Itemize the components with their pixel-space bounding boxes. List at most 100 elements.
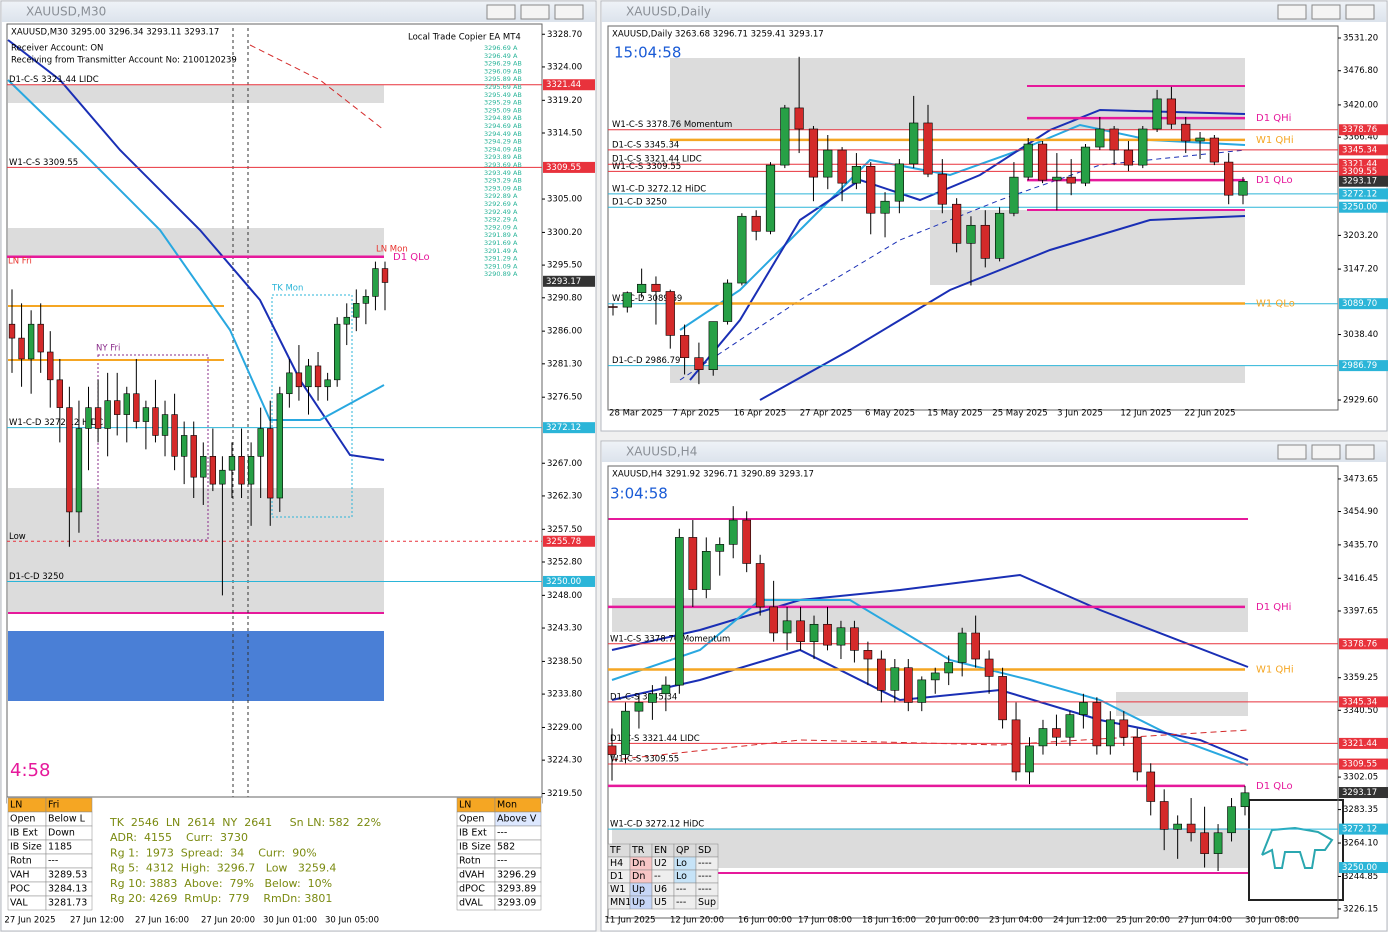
window-button[interactable]	[1345, 444, 1375, 460]
window-button[interactable]	[554, 4, 584, 20]
candle-body	[219, 469, 226, 485]
table-text: Up	[632, 884, 645, 895]
candle-body	[334, 323, 341, 381]
table-text: 3293.09	[497, 898, 536, 909]
y-tick-label: 3473.65	[1343, 474, 1378, 484]
x-tick-label: 27 Apr 2025	[800, 409, 853, 419]
y-tick-label: 2929.60	[1343, 396, 1378, 406]
candle-body	[651, 283, 661, 292]
tick-log: 3293.89 AB	[484, 153, 522, 161]
candle-body	[94, 407, 102, 429]
level-label: D1-C-S 3345.34	[610, 692, 677, 702]
session-label: LN Fri	[8, 257, 32, 267]
candle-body	[1132, 736, 1142, 773]
candle-body	[701, 551, 711, 590]
candle-body	[837, 149, 847, 184]
y-tick-label: 3328.70	[547, 30, 582, 40]
candle-body	[75, 428, 83, 513]
candle-body	[688, 537, 698, 590]
price-tag	[1339, 638, 1388, 650]
price-tag-label: 3309.55	[1342, 167, 1377, 177]
candle-body	[1146, 771, 1156, 802]
y-tick-label: 3243.30	[547, 624, 582, 634]
table-text: ---	[497, 856, 507, 867]
tick-log: 3293.29 AB	[484, 177, 522, 185]
x-tick-label: 20 Jun 00:00	[925, 916, 979, 926]
candle-body	[1173, 823, 1182, 830]
table-text: 582	[497, 842, 515, 853]
table-text: U5	[654, 897, 667, 908]
stats-line: TK 2546 LN 2614 NY 2641 Sn LN: 582 22%	[109, 816, 381, 829]
table-text: IB Ext	[10, 828, 38, 839]
candle-body	[980, 224, 990, 259]
y-tick-label: 3262.30	[547, 491, 582, 501]
candle-body	[909, 122, 919, 165]
tick-log: 3295.69 AB	[484, 83, 522, 91]
y-tick-label: 3340.50	[1343, 706, 1378, 716]
y-tick-label: 3267.00	[547, 459, 582, 469]
window-button[interactable]	[1277, 4, 1307, 20]
window-button[interactable]	[1345, 4, 1375, 20]
level-label: Low	[9, 532, 26, 542]
price-tag-label: 3272.12	[1342, 825, 1377, 835]
candle-body	[836, 627, 846, 646]
window-button[interactable]	[1277, 444, 1307, 460]
window-button[interactable]	[520, 4, 550, 20]
table-text: W1	[610, 884, 625, 895]
tick-log: 3294.09 AB	[484, 145, 522, 153]
candle-body	[607, 745, 617, 755]
candle-body	[742, 519, 752, 564]
table-text: ---	[48, 856, 58, 867]
candle-body	[27, 323, 35, 360]
y-tick-label: 3366.40	[1343, 133, 1378, 143]
symbol-info: XAUUSD,H4 3291.92 3296.71 3290.89 3293.1…	[612, 470, 814, 480]
y-tick-label: 3147.20	[1343, 265, 1378, 275]
candle-body	[1065, 714, 1075, 738]
tick-log: 3295.09 AB	[484, 106, 522, 114]
candle-body	[1186, 823, 1196, 834]
candle-body	[622, 292, 632, 308]
y-tick-label: 3283.35	[1343, 805, 1378, 815]
y-tick-label: 3281.30	[547, 359, 582, 369]
price-tag-label: 3321.44	[1342, 739, 1377, 749]
table-text: 1185	[48, 842, 72, 853]
tick-log: 3296.09 AB	[484, 67, 522, 75]
x-tick-label: 30 Jun 01:00	[263, 916, 317, 926]
table-text: dPOC	[459, 884, 485, 895]
candle-body	[267, 428, 274, 499]
window-button[interactable]	[1311, 444, 1341, 460]
table-cell	[695, 895, 719, 910]
candle-body	[715, 544, 725, 552]
price-tag	[543, 575, 595, 587]
price-tag	[1339, 124, 1388, 136]
candle-body	[930, 672, 940, 681]
price-tag	[1339, 144, 1388, 156]
window-button[interactable]	[1311, 4, 1341, 20]
stats-line: ADR: 4155 Curr: 3730	[110, 831, 248, 844]
price-tag	[543, 79, 595, 91]
candle-body	[47, 351, 54, 381]
table-text: VAL	[10, 898, 28, 909]
candle-body	[984, 658, 994, 677]
y-tick-label: 3476.80	[1343, 66, 1378, 76]
tick-log: 3294.69 AB	[484, 122, 522, 130]
candle-body	[257, 428, 264, 457]
candle-body	[1159, 801, 1169, 830]
candle-body	[133, 393, 140, 422]
candle-body	[286, 372, 293, 395]
candle-body	[957, 632, 967, 663]
table-text: ----	[698, 858, 712, 869]
y-tick-label: 3226.15	[1343, 904, 1378, 914]
x-tick-label: 16 Jun 00:00	[738, 916, 792, 926]
level-label: W1-C-S 3309.55	[610, 755, 679, 765]
table-text: Sup	[698, 897, 716, 908]
candle-body	[228, 456, 236, 471]
table-text: SD	[698, 845, 711, 856]
quarter-label: D1 QLo	[1256, 175, 1293, 186]
candle-body	[751, 215, 761, 232]
window-button[interactable]	[486, 4, 516, 20]
quarter-label: D1 QHi	[1256, 602, 1291, 613]
symbol-info: XAUUSD,Daily 3263.68 3296.71 3259.41 329…	[612, 30, 824, 40]
candle-body	[1200, 832, 1209, 854]
candle-body	[161, 414, 169, 436]
